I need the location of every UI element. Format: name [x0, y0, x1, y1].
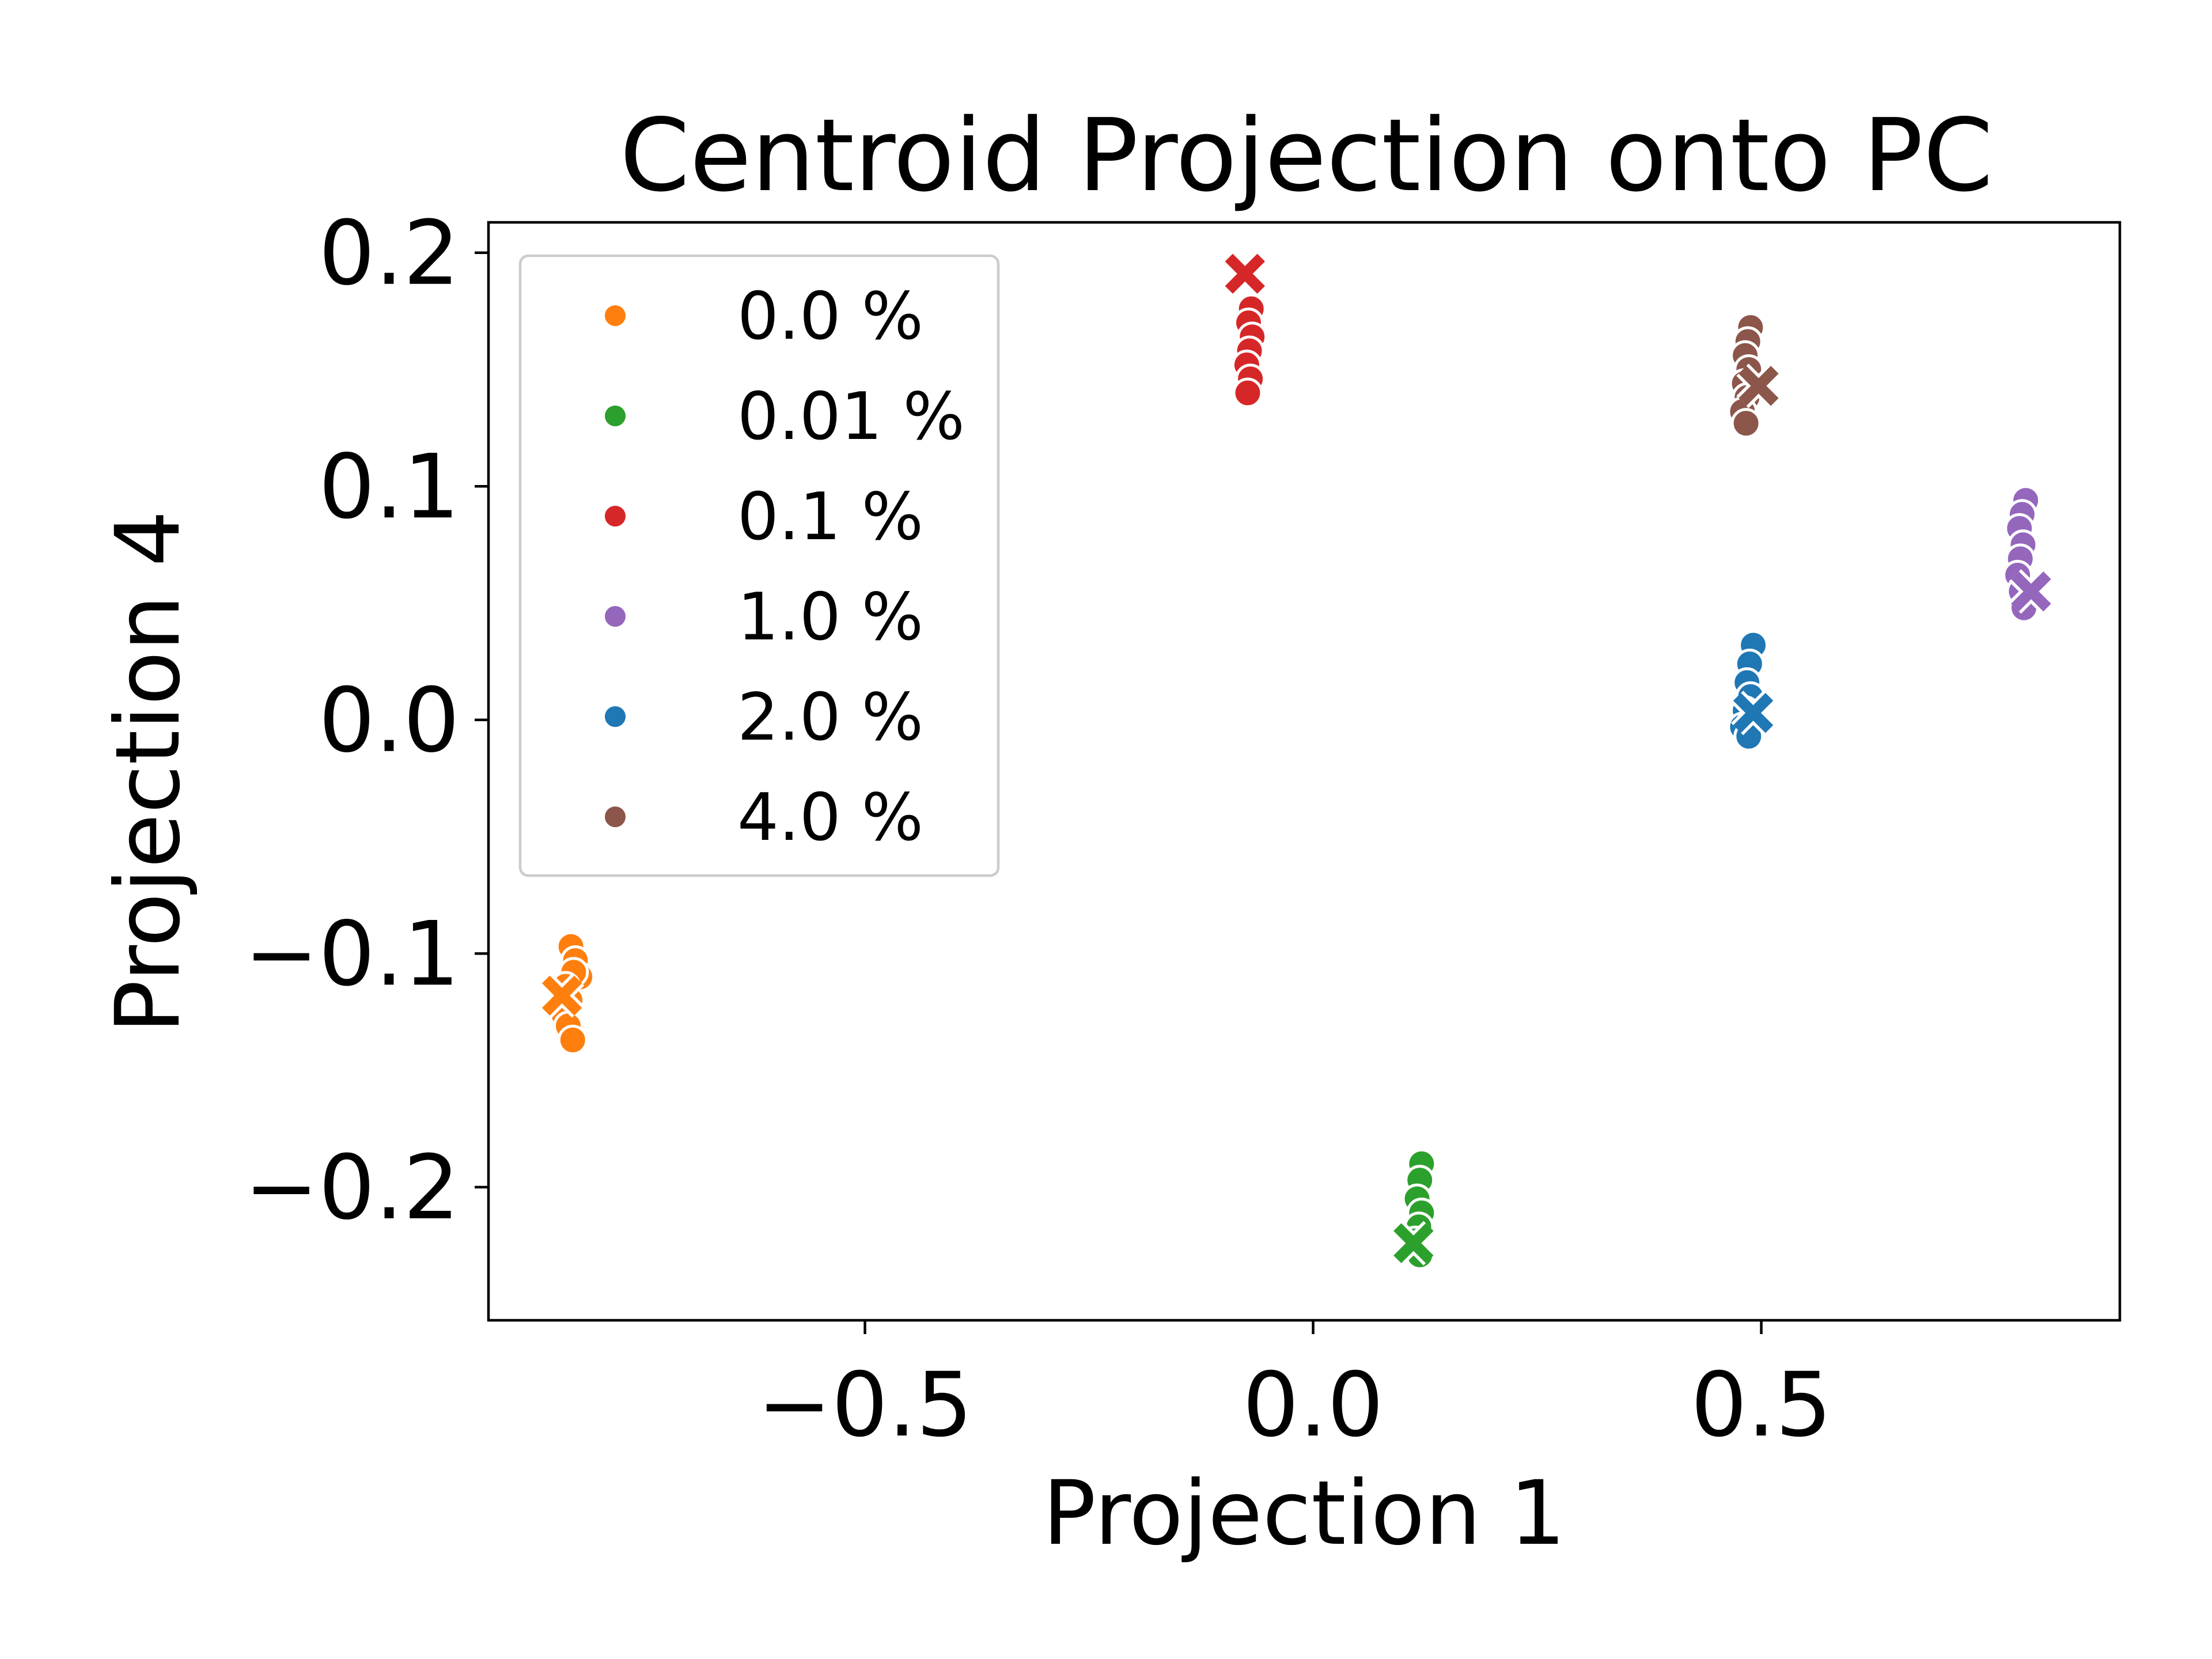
- centroid-marker: [2009, 569, 2054, 614]
- y-tick-label: −0.2: [244, 1137, 460, 1240]
- legend-item: 0.1 %: [603, 479, 923, 555]
- data-point: [1232, 377, 1263, 408]
- legend-label: 0.01 %: [737, 378, 965, 454]
- legend-items: 0.0 % 0.01 % 0.1 % 1.0 % 2.0 % 4.0 %: [603, 278, 965, 855]
- legend-item: 2.0 %: [603, 679, 923, 755]
- x-tick-label: −0.5: [757, 1354, 973, 1457]
- legend-marker: [603, 804, 628, 830]
- plot-area-frame: [487, 221, 2122, 1322]
- legend-marker: [603, 503, 628, 529]
- centroid-marker: [1730, 691, 1776, 736]
- legend-item: 0.0 %: [603, 278, 923, 354]
- legend-label: 0.1 %: [737, 479, 923, 555]
- x-axis-label: Projection 1: [1043, 1462, 1566, 1565]
- legend-label: 4.0 %: [737, 779, 923, 855]
- legend-frame: [518, 254, 1000, 877]
- data-point: [557, 1024, 588, 1055]
- legend-label: 0.0 %: [737, 278, 923, 354]
- x-tick-label: 0.5: [1691, 1354, 1832, 1457]
- y-tick-label: 0.0: [319, 669, 460, 772]
- centroids-layer: [539, 251, 2054, 1266]
- chart-title: Centroid Projection onto PC: [620, 97, 1993, 214]
- legend-label: 2.0 %: [737, 679, 923, 755]
- legend-marker: [603, 704, 628, 729]
- x-axis: −0.5 0.0 0.5: [757, 1320, 1832, 1457]
- y-tick-label: 0.1: [319, 435, 460, 539]
- legend-label: 1.0 %: [737, 579, 923, 655]
- centroid-marker: [1736, 363, 1781, 408]
- legend-marker: [603, 303, 628, 328]
- centroid-marker: [1391, 1221, 1436, 1266]
- legend: 0.0 % 0.01 % 0.1 % 1.0 % 2.0 % 4.0 %: [518, 254, 1000, 877]
- centroid-marker: [1222, 251, 1267, 296]
- y-axis: −0.2 −0.1 0.0 0.1 0.2: [244, 202, 488, 1240]
- legend-item: 0.01 %: [603, 378, 965, 454]
- legend-item: 1.0 %: [603, 579, 923, 655]
- y-axis-label: Projection 4: [97, 510, 200, 1033]
- y-tick-label: 0.2: [319, 202, 460, 305]
- data-point: [1730, 408, 1762, 439]
- legend-marker: [603, 403, 628, 429]
- centroid-marker: [539, 973, 585, 1018]
- legend-item: 4.0 %: [603, 779, 923, 855]
- y-tick-label: −0.1: [244, 903, 460, 1006]
- x-tick-label: 0.0: [1243, 1354, 1384, 1457]
- legend-marker: [603, 604, 628, 629]
